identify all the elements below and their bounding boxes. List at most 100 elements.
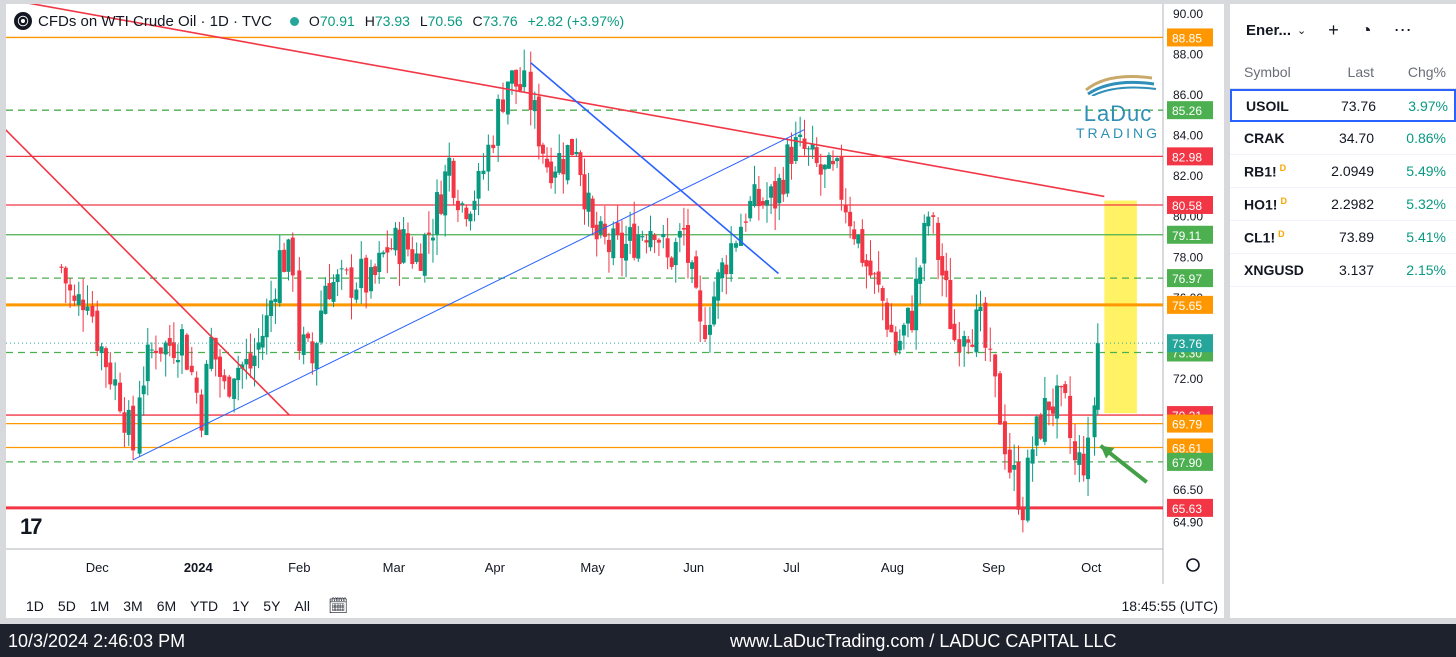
y-tick-label: 86.00 [1173, 88, 1203, 102]
candle-body [286, 239, 291, 272]
candle-body [414, 253, 419, 263]
candle-body [661, 233, 666, 238]
clock[interactable]: 18:45:55 (UTC) [1121, 598, 1218, 614]
candle-body [264, 315, 269, 338]
timeframe-bar: 1D 5D 1M 3M 6M YTD 1Y 5Y All 🗓 18:45:55 (UTC) [12, 590, 1230, 622]
last-price-tag-bg [1167, 334, 1213, 353]
watchlist-row-usoil[interactable]: USOIL 73.76 3.97% [1230, 89, 1456, 122]
level-tag-bg [1167, 295, 1213, 314]
candle-body [602, 223, 607, 237]
timeframe-5y[interactable]: 5Y [263, 598, 281, 614]
candle-body [72, 295, 77, 301]
timeframe-3m[interactable]: 3M [123, 598, 143, 614]
candle-body [1063, 384, 1068, 393]
row-last: 34.70 [1338, 130, 1374, 146]
candle-body [232, 378, 237, 400]
candle-body [1086, 437, 1091, 480]
timeframe-1d[interactable]: 1D [26, 598, 44, 614]
row-chg: 3.97% [1408, 97, 1448, 114]
chart-pane[interactable]: 90.0088.0086.0084.0082.0080.0078.0076.00… [6, 4, 1224, 618]
timeframe-6m[interactable]: 6M [156, 598, 177, 614]
high-label: H [364, 13, 375, 29]
candle-body [856, 234, 861, 244]
column-last[interactable]: Last [1347, 64, 1374, 80]
watchlist-row-rb1[interactable]: RB1! D 2.0949 5.49% [1230, 155, 1456, 188]
candle-body [993, 354, 998, 377]
candle-body [518, 84, 523, 91]
candle-body [793, 137, 798, 162]
candle-body [126, 409, 131, 435]
pie-chart-icon[interactable]: ◔ [1360, 19, 1372, 40]
chevron-down-icon[interactable]: ⌄ [1297, 24, 1307, 37]
level-tag-label: 76.97 [1172, 272, 1202, 286]
market-status-icon [289, 16, 299, 26]
chart-title: CFDs on WTI Crude Oil · 1D · TVC [38, 12, 272, 30]
watchlist-row-ho1[interactable]: HO1! D 2.2982 5.32% [1230, 188, 1456, 221]
close-label: C [472, 13, 483, 29]
add-symbol-icon[interactable]: + [1328, 19, 1339, 40]
timeframe-1y[interactable]: 1Y [232, 598, 250, 614]
tradingview-logo-icon[interactable]: 17 [20, 514, 43, 539]
level-tag-bg [1167, 28, 1213, 47]
candle-body [464, 207, 469, 220]
x-tick-label: Apr [485, 560, 506, 575]
candle-body [694, 256, 699, 288]
candle-body [673, 242, 678, 266]
candle-body [297, 270, 302, 352]
candle-body [922, 222, 927, 264]
timeframe-1m[interactable]: 1M [89, 598, 110, 614]
candle-body [889, 324, 894, 333]
candle-body [1042, 397, 1047, 442]
row-last: 2.2982 [1331, 196, 1374, 212]
more-icon[interactable]: ⋯ [1393, 19, 1412, 40]
candle-body [277, 250, 282, 304]
candle-body [574, 151, 579, 155]
candle-body [652, 235, 657, 240]
calendar-icon[interactable]: 🗓 [327, 598, 349, 615]
candle-body [632, 223, 637, 258]
low-value: 70.56 [427, 13, 463, 29]
candle-body [628, 227, 633, 241]
watchlist-row-xngusd[interactable]: XNGUSD 3.137 2.15% [1230, 254, 1456, 287]
watchlist-header: Ener... ⌄ + ◔ ⋯ [1230, 4, 1456, 56]
candle-body [876, 271, 881, 285]
timeframe-ytd[interactable]: YTD [190, 598, 219, 614]
level-tag-label: 80.58 [1172, 199, 1202, 213]
candle-body [118, 382, 123, 412]
row-last: 73.76 [1340, 97, 1376, 114]
candle-body [885, 302, 890, 330]
candle-body [252, 355, 257, 367]
level-tag-bg [1167, 452, 1213, 471]
candle-body [153, 350, 158, 354]
column-symbol[interactable]: Symbol [1244, 64, 1291, 80]
candle-body [1051, 406, 1056, 414]
candle-body [852, 229, 857, 240]
settings-gear-icon[interactable] [1186, 558, 1200, 572]
candle-body [167, 338, 172, 346]
candle-body [385, 247, 390, 253]
watchlist-title[interactable]: Ener... [1246, 21, 1292, 39]
candle-body [401, 229, 406, 263]
column-chg[interactable]: Chg% [1407, 64, 1446, 80]
watchlist-row-cl1[interactable]: CL1! D 73.89 5.41% [1230, 221, 1456, 254]
timeframe-5d[interactable]: 5D [57, 598, 76, 614]
candle-body [720, 262, 725, 279]
candle-body [122, 412, 127, 433]
level-tag-label: 88.85 [1172, 31, 1202, 45]
candle-body [1012, 464, 1017, 470]
candle-body [103, 348, 108, 368]
level-tag-label: 79.11 [1172, 229, 1201, 243]
candle-body [377, 252, 382, 273]
price-chart[interactable]: 90.0088.0086.0084.0082.0080.0078.0076.00… [6, 4, 1224, 584]
timeframe-all[interactable]: All [294, 598, 310, 614]
candle-body [669, 257, 674, 267]
candle-body [810, 144, 815, 150]
x-tick-label: Mar [383, 560, 406, 575]
candle-body [561, 158, 566, 175]
candle-body [864, 260, 869, 267]
watchlist-row-crak[interactable]: CRAK 34.70 0.86% [1230, 122, 1456, 155]
row-chg: 2.15% [1406, 262, 1446, 278]
candle-body [773, 181, 778, 209]
delayed-badge: D [1279, 162, 1287, 173]
candle-body [158, 347, 163, 354]
